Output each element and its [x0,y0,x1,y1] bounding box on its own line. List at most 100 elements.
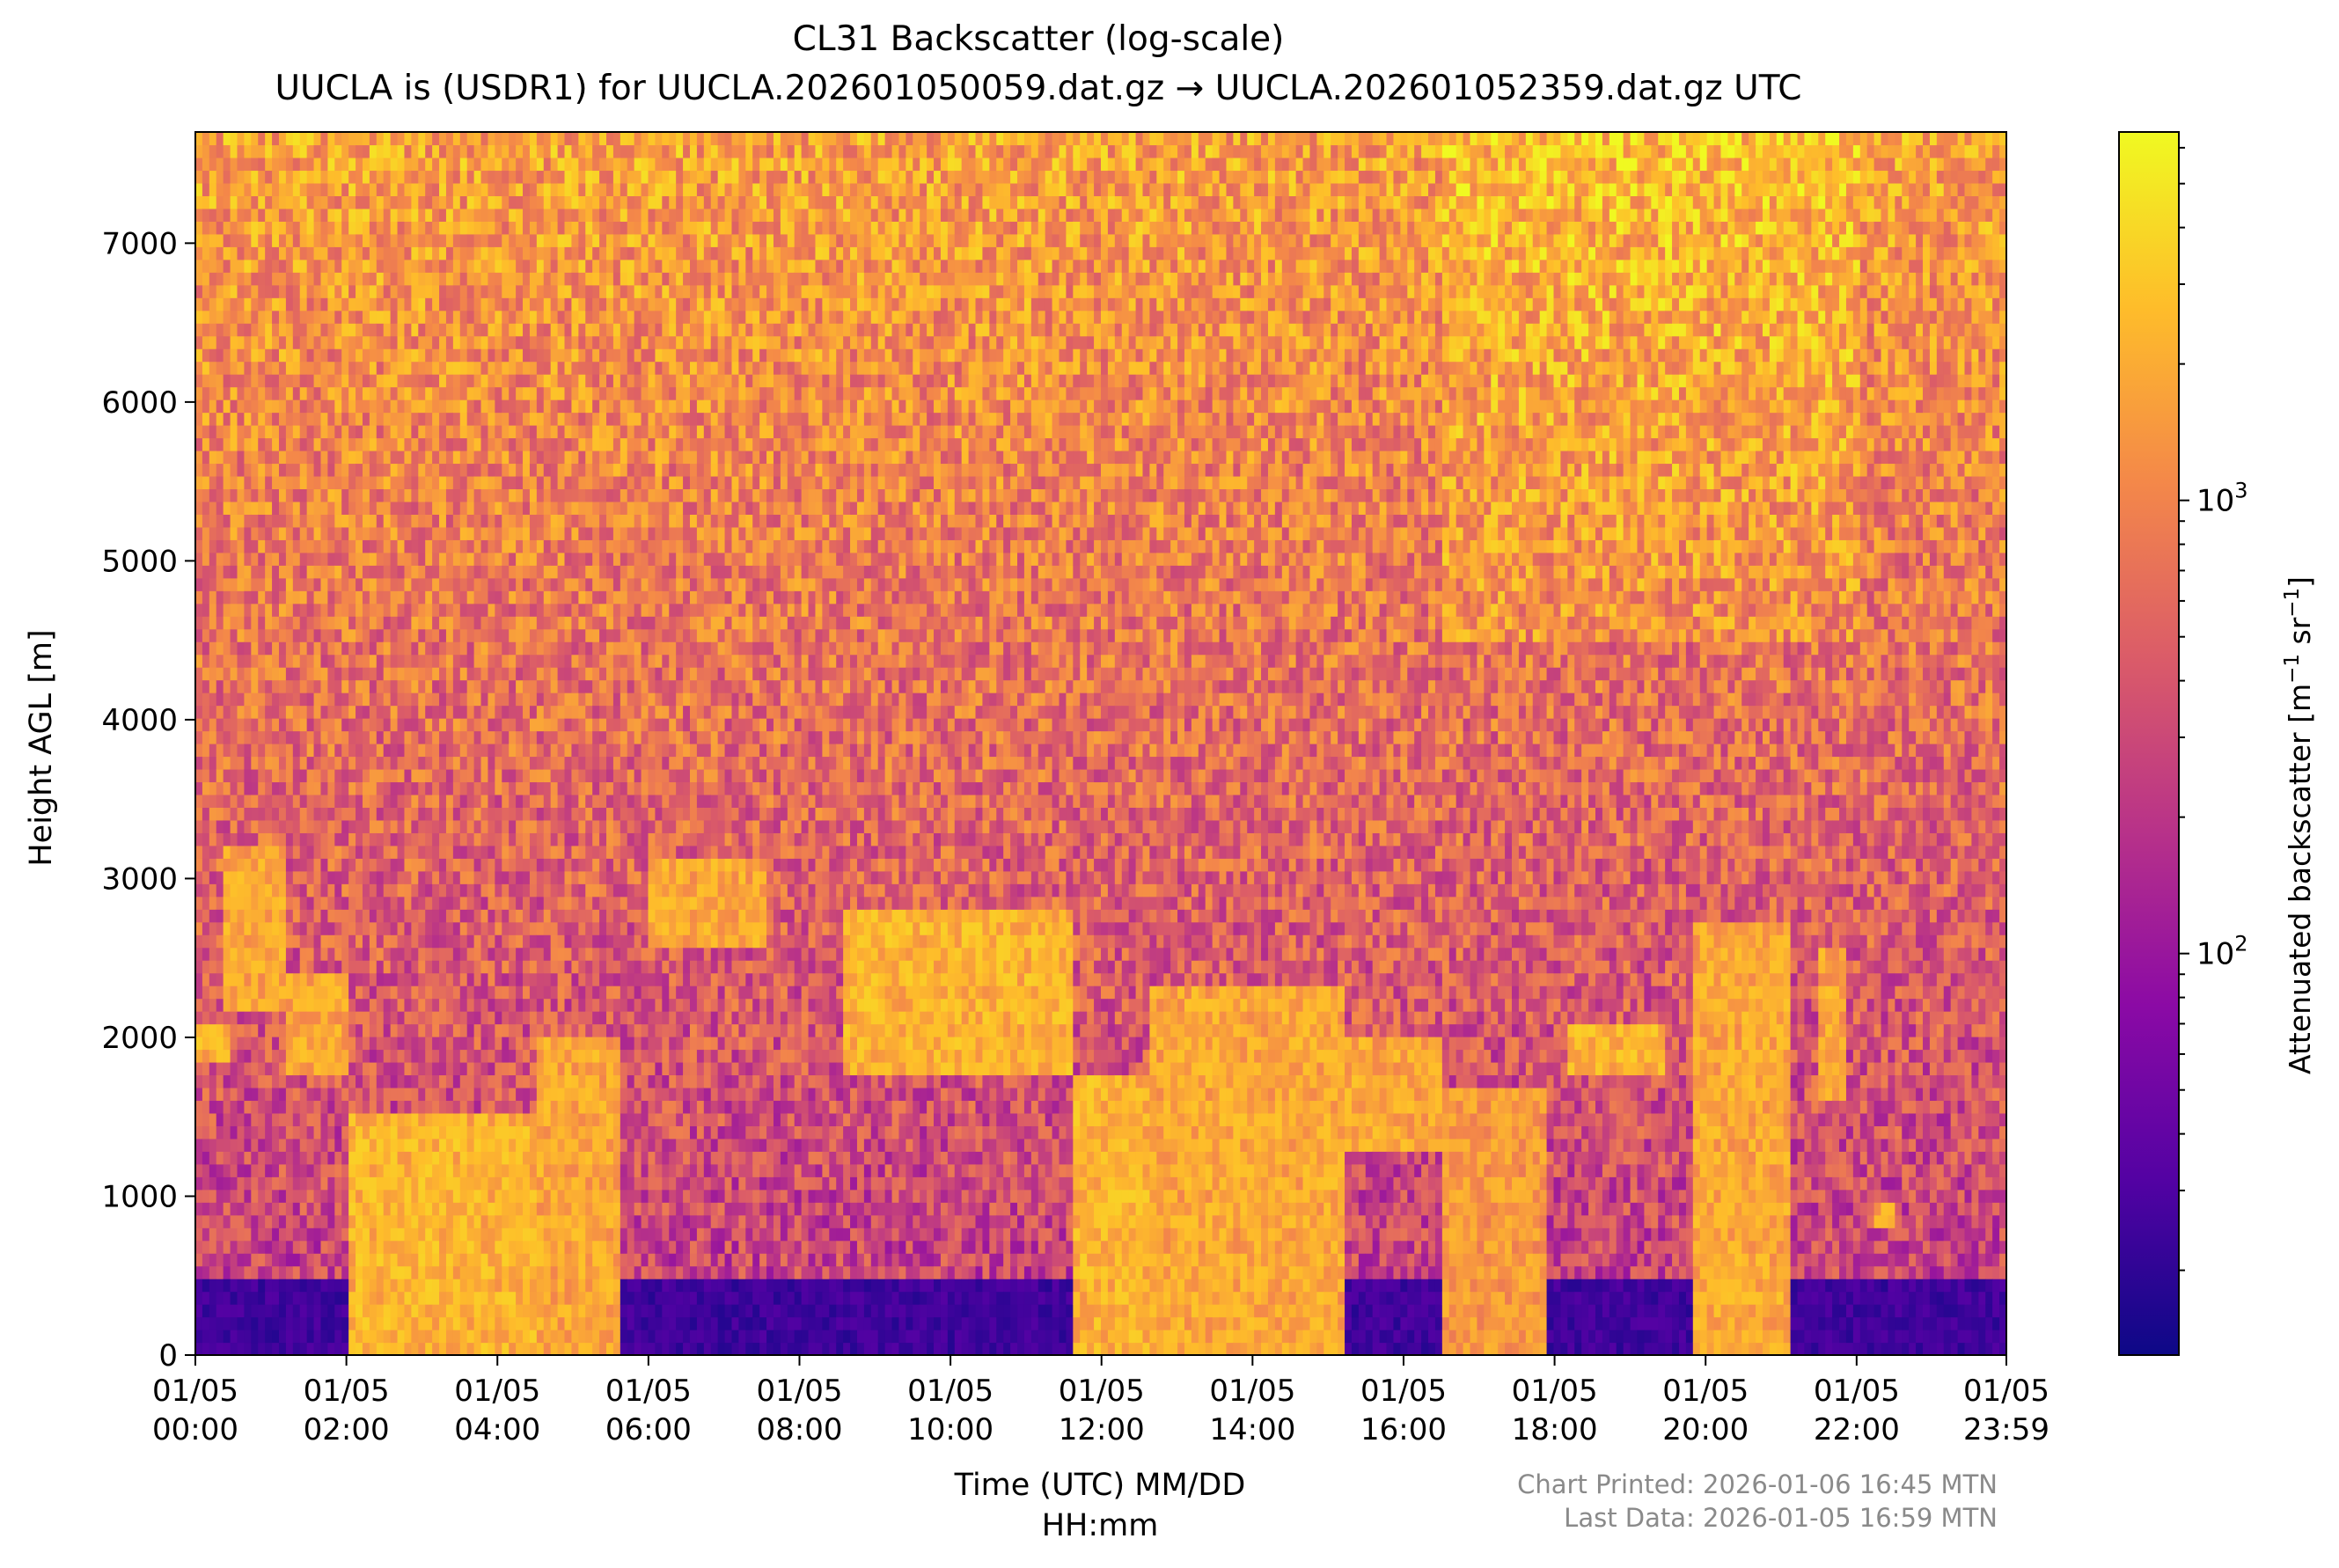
heatmap-cell [223,450,231,465]
heatmap-cell [327,488,335,502]
heatmap-cell [230,1214,238,1228]
heatmap-cell [348,1304,356,1318]
heatmap-cell [411,883,419,898]
heatmap-cell [383,768,392,783]
heatmap-cell [348,170,356,184]
heatmap-cell [209,259,217,273]
heatmap-cell [376,641,385,656]
heatmap-cell [209,845,217,859]
heatmap-cell [356,132,363,146]
heatmap-cell [452,1163,461,1177]
heatmap-cell [516,386,524,400]
heatmap-cell [445,195,454,209]
heatmap-cell [495,208,502,222]
heatmap-cell [529,565,538,579]
heatmap-cell [452,259,461,273]
heatmap-cell [543,132,552,146]
heatmap-cell [466,1023,475,1037]
heatmap-cell [390,501,399,515]
heatmap-cell [529,348,538,363]
heatmap-cell [209,157,217,172]
heatmap-cell [202,1253,210,1267]
heatmap-cell [292,590,301,604]
heatmap-cell [313,1202,322,1216]
heatmap-cell [473,845,482,859]
heatmap-cell [466,730,475,744]
heatmap-cell [306,1087,315,1102]
heatmap-cell [488,947,495,961]
heatmap-cell [313,845,322,859]
heatmap-cell [432,144,440,158]
heatmap-cell [523,756,531,770]
heatmap-cell [523,794,531,808]
heatmap-cell [209,335,217,349]
heatmap-cell [369,1138,378,1152]
heatmap-cell [244,756,252,770]
heatmap-cell [418,412,426,426]
heatmap-cell [550,182,559,196]
heatmap-cell [502,1291,510,1305]
heatmap-cell [272,744,280,758]
heatmap-cell [348,1074,356,1088]
heatmap-cell [313,807,322,821]
heatmap-cell [202,1291,210,1305]
heatmap-cell [425,1151,433,1165]
heatmap-cell [523,221,531,235]
heatmap-cell [272,323,280,337]
heatmap-cell [439,832,447,846]
heatmap-cell [466,883,475,898]
heatmap-cell [327,259,335,273]
heatmap-cell [285,259,294,273]
heatmap-cell [327,501,335,515]
heatmap-cell [356,960,363,974]
heatmap-cell [216,1279,224,1293]
heatmap-cell [404,1049,412,1063]
heatmap-cell [348,616,356,630]
heatmap-cell [313,526,322,540]
heatmap-cell [495,1253,502,1267]
heatmap-cell [230,297,238,311]
heatmap-cell [509,1074,517,1088]
heatmap-cell [516,1100,524,1114]
heatmap-cell [244,208,252,222]
heatmap-cell [376,832,385,846]
heatmap-cell [509,526,517,540]
heatmap-cell [480,972,489,986]
heatmap-cell [536,132,545,146]
heatmap-cell [550,667,559,681]
heatmap-cell [452,832,461,846]
heatmap-cell [313,1189,322,1203]
heatmap-cell [439,1112,447,1126]
heatmap-cell [292,654,301,668]
heatmap-cell [509,985,517,1000]
heatmap-cell [445,1279,454,1293]
heatmap-cell [320,323,328,337]
heatmap-cell [509,972,517,986]
heatmap-cell [488,577,495,591]
heatmap-cell [216,744,224,758]
heatmap-cell [516,335,524,349]
heatmap-cell [258,667,266,681]
heatmap-cell [529,718,538,732]
heatmap-cell [258,1023,266,1037]
heatmap-cell [265,488,273,502]
heatmap-cell [356,259,363,273]
heatmap-cell [362,807,370,821]
heatmap-cell [376,1240,385,1254]
heatmap-cell [466,616,475,630]
heatmap-cell [452,297,461,311]
heatmap-cell [223,972,231,986]
heatmap-cell [341,577,349,591]
heatmap-cell [459,1061,468,1076]
heatmap-cell [550,170,559,184]
heatmap-cell [543,412,552,426]
heatmap-cell [306,221,315,235]
heatmap-cell [397,450,406,465]
heatmap-cell [230,374,238,388]
heatmap-cell [529,1279,538,1293]
heatmap-cell [536,883,545,898]
heatmap-cell [362,654,370,668]
heatmap-cell [313,284,322,298]
heatmap-cell [230,1023,238,1037]
heatmap-cell [209,348,217,363]
